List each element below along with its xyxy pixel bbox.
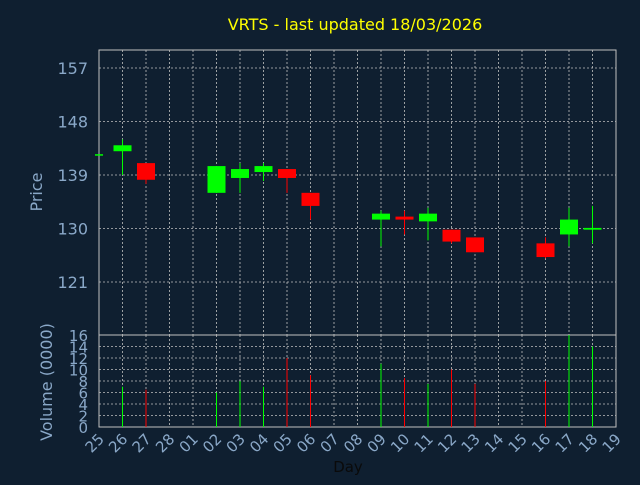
volume-tick-label: 12 (69, 350, 88, 368)
candle-body (278, 169, 296, 178)
price-tick-label: 139 (57, 166, 88, 185)
candle-body (137, 163, 155, 180)
volume-tick-label: 10 (69, 362, 88, 380)
price-tick-label: 130 (57, 220, 88, 239)
price-panel: 157 148 139 130 121 (57, 49, 617, 336)
candle-body (560, 219, 578, 235)
candle-body (419, 213, 437, 222)
candle-body (372, 213, 390, 220)
chart-title: VRTS - last updated 18/03/2026 (228, 15, 483, 34)
volume-axis-label: Volume (0000) (37, 323, 56, 441)
x-axis-label: Day (333, 458, 363, 476)
candle-body (583, 227, 602, 230)
candle-body (95, 154, 103, 156)
volume-tick-label: 6 (78, 385, 88, 403)
candle-body (442, 229, 461, 242)
candle-body (231, 169, 249, 178)
volume-tick-label: 16 (69, 327, 88, 345)
candle-body (113, 145, 132, 152)
candle-body (301, 192, 320, 206)
volume-tick-label: 2 (78, 408, 88, 426)
price-tick-label: 148 (57, 113, 88, 132)
candle-body (207, 166, 226, 193)
price-tick-label: 157 (57, 59, 88, 78)
price-tick-label: 121 (57, 273, 88, 292)
price-axis-label: Price (27, 172, 46, 211)
candle-body (536, 243, 555, 258)
candle-body (466, 237, 484, 253)
candle-body (395, 216, 414, 220)
volume-tick-label: 4 (78, 396, 88, 414)
x-axis: 2526272801020304050607080910111213141516… (82, 430, 625, 456)
volume-tick-label: 8 (78, 373, 88, 391)
candle-body (254, 166, 273, 173)
volume-tick-label: 14 (69, 339, 88, 357)
volume-tick-label: 0 (78, 419, 88, 437)
